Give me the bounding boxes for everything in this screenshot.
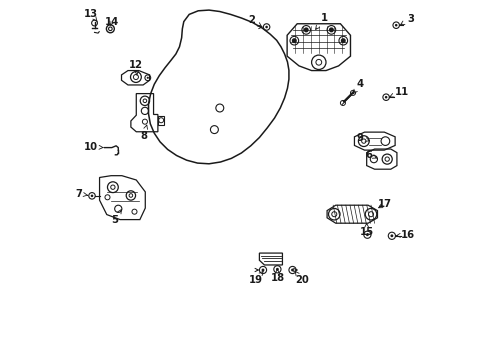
Circle shape — [366, 233, 369, 236]
Text: 15: 15 — [360, 224, 374, 237]
Text: 13: 13 — [84, 9, 98, 22]
Text: 2: 2 — [248, 15, 262, 27]
Circle shape — [91, 194, 93, 197]
Text: 4: 4 — [353, 78, 364, 94]
Circle shape — [330, 28, 333, 32]
Text: 20: 20 — [295, 271, 309, 285]
Text: 14: 14 — [105, 17, 119, 27]
Circle shape — [147, 77, 149, 79]
Text: 12: 12 — [129, 60, 143, 75]
Circle shape — [291, 269, 294, 271]
Text: 6: 6 — [366, 150, 377, 160]
Text: 1: 1 — [316, 13, 328, 30]
Text: 16: 16 — [396, 230, 415, 240]
Circle shape — [293, 39, 296, 42]
Circle shape — [342, 39, 345, 42]
Circle shape — [385, 96, 388, 99]
Text: 9: 9 — [357, 132, 369, 143]
Circle shape — [391, 234, 393, 237]
Circle shape — [262, 269, 265, 271]
Text: 3: 3 — [401, 14, 414, 25]
Text: 7: 7 — [75, 189, 88, 199]
Text: 17: 17 — [378, 199, 392, 210]
Text: 8: 8 — [140, 125, 147, 141]
Text: 11: 11 — [389, 87, 409, 97]
Circle shape — [276, 268, 279, 271]
Text: 10: 10 — [84, 142, 103, 152]
Text: 19: 19 — [249, 271, 263, 285]
Circle shape — [304, 28, 308, 32]
Text: 18: 18 — [270, 269, 285, 283]
Circle shape — [265, 26, 268, 28]
Circle shape — [395, 24, 397, 27]
Text: 5: 5 — [111, 210, 122, 225]
